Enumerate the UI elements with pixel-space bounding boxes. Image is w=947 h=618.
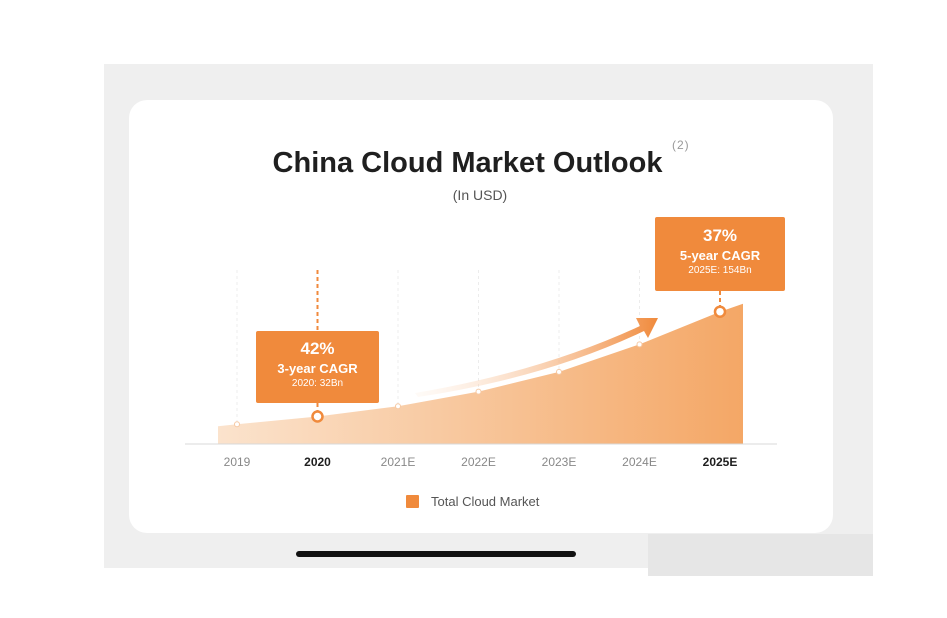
callout-2020-percent: 42% — [300, 339, 335, 358]
data-point-2019 — [234, 421, 240, 428]
callout-2025e-cagr: 5-year CAGR — [679, 248, 761, 263]
x-tick-label-2022e: 2022E — [461, 455, 496, 469]
callout-2020-cagr: 3-year CAGR — [277, 361, 358, 376]
callout-2025e: 37% 5-year CAGR 2025E: 154Bn — [655, 217, 785, 291]
data-point-2023e — [556, 368, 562, 375]
series-area-total-cloud-market — [218, 303, 743, 444]
x-tick-label-2020: 2020 — [304, 455, 331, 469]
home-indicator — [296, 551, 576, 557]
data-point-2021e — [395, 403, 401, 410]
chart-title: China Cloud Market Outlook — [272, 147, 663, 179]
data-point-2020 — [311, 410, 324, 423]
x-tick-label-2025e: 2025E — [703, 455, 738, 469]
overlay-block — [648, 534, 873, 576]
callout-2020-value: 2020: 32Bn — [291, 378, 344, 389]
callout-2025e-value: 2025E: 154Bn — [688, 265, 752, 276]
chart-subtitle: (In USD) — [452, 187, 508, 203]
x-tick-label-2019: 2019 — [224, 455, 251, 469]
x-tick-label-2021e: 2021E — [381, 455, 416, 469]
data-point-2025e — [713, 305, 727, 318]
footnote-marker: (2) — [672, 138, 690, 152]
growth-arrow-icon — [415, 318, 658, 397]
data-point-2022e — [475, 388, 482, 395]
callout-2025e-percent: 37% — [702, 226, 738, 245]
legend-label: Total Cloud Market — [431, 494, 540, 509]
x-tick-label-2024e: 2024E — [622, 455, 657, 469]
legend-swatch — [406, 495, 419, 508]
callout-2020: 42% 3-year CAGR 2020: 32Bn — [256, 331, 379, 403]
x-tick-label-2023e: 2023E — [542, 455, 577, 469]
data-point-2024e — [636, 341, 643, 348]
chart-legend: Total Cloud Market — [406, 494, 539, 509]
